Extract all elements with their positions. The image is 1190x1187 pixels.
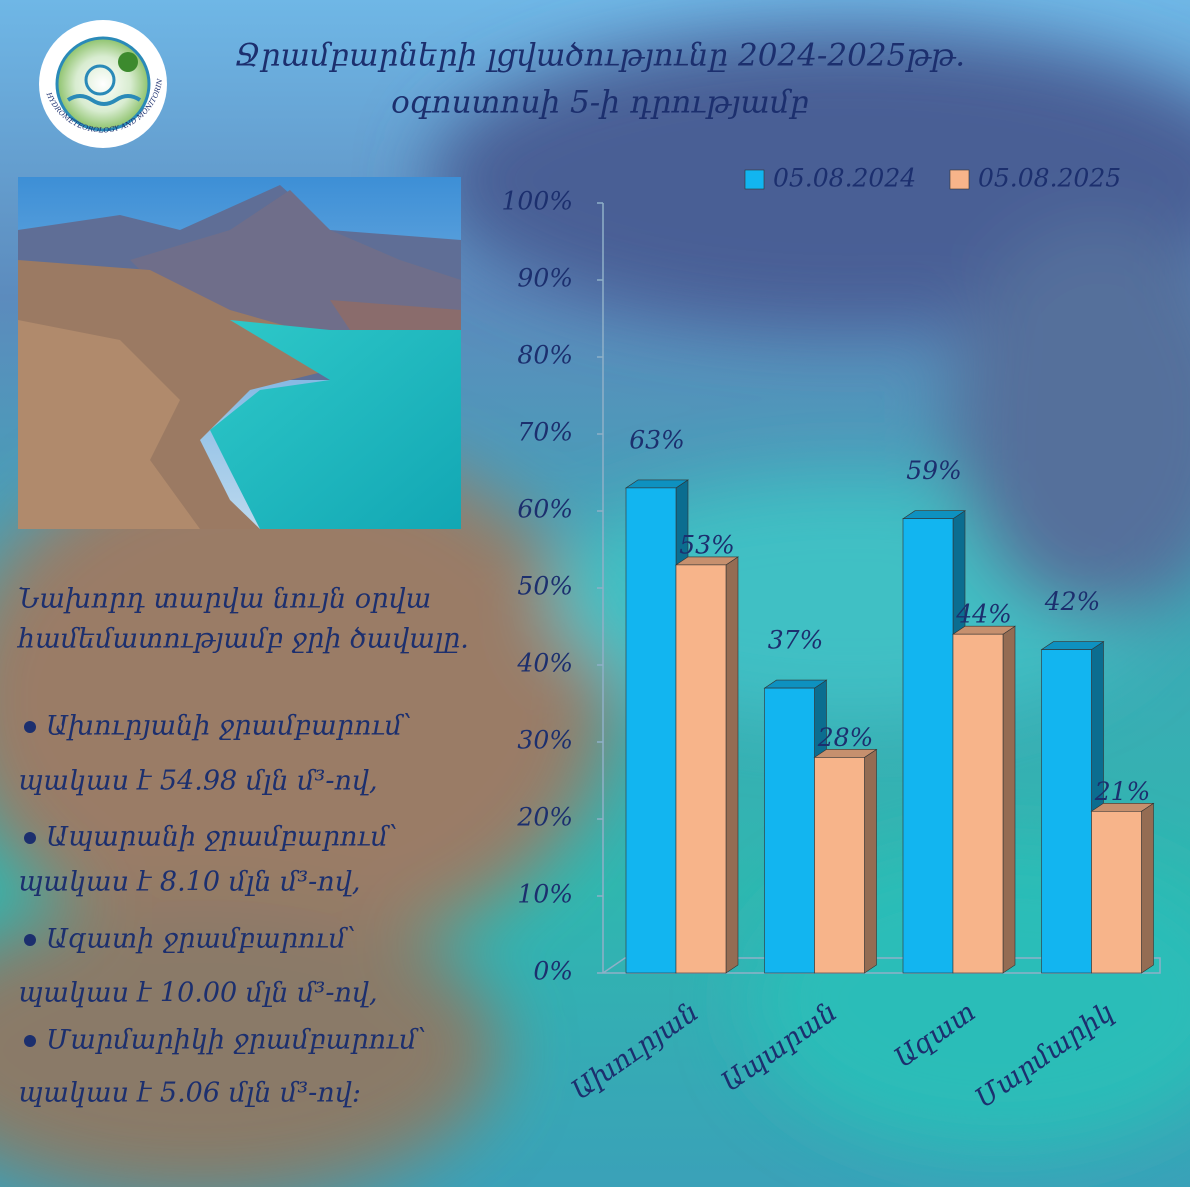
bar-side bbox=[864, 748, 877, 974]
bar bbox=[675, 564, 727, 974]
value-label: 44% bbox=[955, 600, 1012, 629]
volume-change: պակաս է 5.06 մլն մ³-ով: bbox=[18, 1078, 361, 1109]
legend-swatch bbox=[949, 169, 970, 190]
bar bbox=[625, 487, 677, 974]
bar-side bbox=[1002, 625, 1016, 974]
reservoir-name: Մարմարիկի ջրամբարում՝ bbox=[46, 1025, 426, 1056]
title: Ջրամբարների լցվածությունը 2024-2025թթ. bbox=[235, 38, 965, 74]
reservoir-name: Ապարանի ջրամբարում՝ bbox=[46, 822, 398, 853]
y-tick-label: 20% bbox=[516, 803, 573, 832]
bar bbox=[764, 687, 815, 974]
bar bbox=[814, 757, 865, 974]
bar-side bbox=[1141, 802, 1154, 974]
bar bbox=[952, 633, 1004, 974]
value-label: 53% bbox=[679, 530, 735, 559]
reservoir-name: Ազատի ջրամբարում՝ bbox=[46, 924, 356, 955]
value-label: 37% bbox=[768, 626, 824, 655]
y-tick-label: 10% bbox=[517, 880, 573, 909]
value-label: 63% bbox=[629, 425, 685, 454]
y-tick-label: 100% bbox=[502, 187, 573, 216]
y-tick-label: 0% bbox=[533, 957, 573, 986]
y-tick-label: 50% bbox=[517, 572, 573, 601]
y-tick-label: 40% bbox=[516, 649, 573, 678]
subtitle: օգոստոսի 5-ի դրությամբ bbox=[391, 85, 809, 121]
intro: Նախորդ տարվա նույն օրվա bbox=[18, 584, 431, 615]
y-tick-label: 30% bbox=[517, 726, 573, 755]
bullet bbox=[24, 721, 36, 733]
y-tick-label: 70% bbox=[517, 418, 573, 447]
value-label: 42% bbox=[1044, 587, 1101, 616]
volume-change: պակաս է 10.00 մլն մ³-ով, bbox=[18, 978, 378, 1009]
bar bbox=[1091, 810, 1142, 974]
bullet bbox=[24, 1035, 36, 1047]
y-tick-label: 90% bbox=[517, 264, 573, 293]
notes: Ախուրյանի ջրամբարում՝ պակաս է 54.98 մլն մ… bbox=[18, 711, 426, 1109]
y-tick-label: 60% bbox=[517, 495, 573, 524]
bar-side bbox=[725, 556, 739, 974]
legend-label: 05.08.2024 bbox=[773, 164, 916, 193]
bullet bbox=[24, 934, 36, 946]
intro: համեմատությամբ ջրի ծավալը. bbox=[16, 624, 469, 655]
legend-label: 05.08.2025 bbox=[978, 164, 1121, 193]
y-tick-label: 80% bbox=[517, 341, 573, 370]
reservoir-photo bbox=[18, 177, 461, 529]
bar bbox=[1041, 649, 1092, 974]
bullet bbox=[24, 832, 36, 844]
value-label: 21% bbox=[1094, 777, 1151, 806]
volume-change: պակաս է 54.98 մլն մ³-ով, bbox=[18, 766, 378, 797]
volume-change: պակաս է 8.10 մլն մ³-ով, bbox=[18, 867, 360, 898]
reservoir-name: Ախուրյանի ջրամբարում՝ bbox=[46, 711, 412, 742]
value-label: 59% bbox=[906, 456, 962, 485]
bar bbox=[902, 518, 954, 974]
legend-swatch bbox=[744, 169, 765, 190]
value-label: 28% bbox=[817, 723, 874, 752]
